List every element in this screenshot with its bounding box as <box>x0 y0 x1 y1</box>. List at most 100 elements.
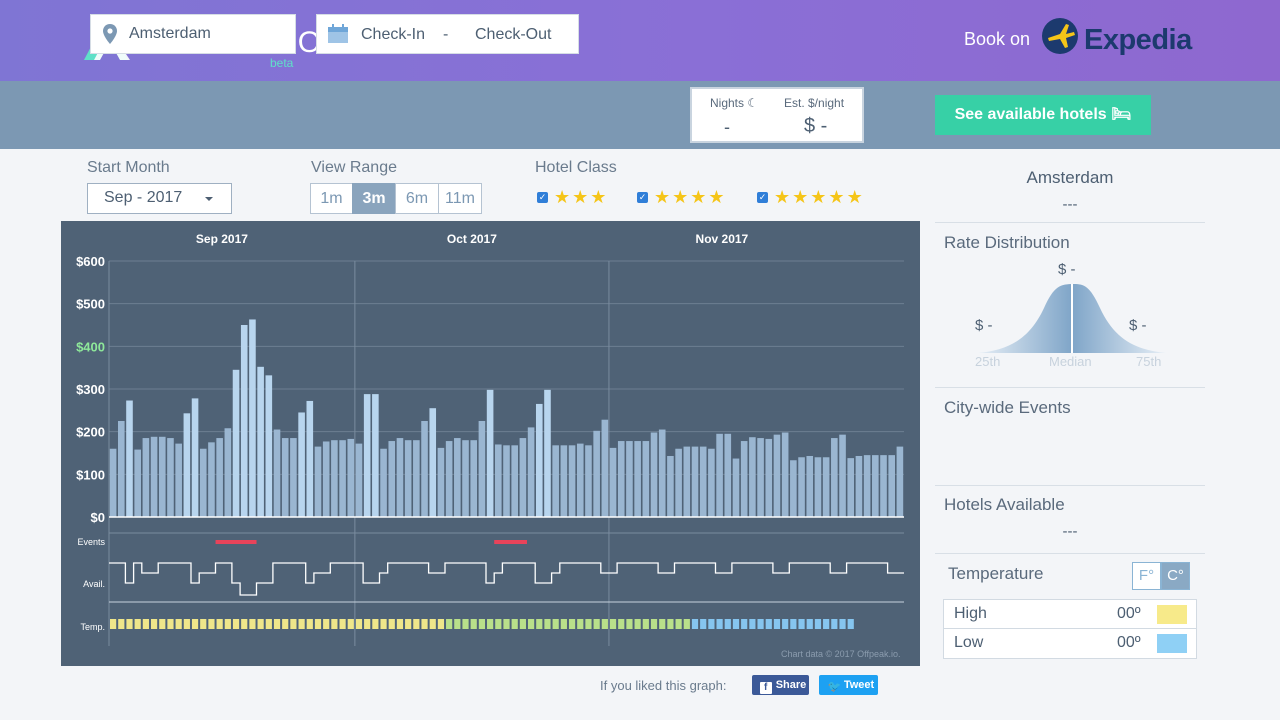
hotel-class-5-star[interactable]: ✓ ★ ★ ★ ★ ★ <box>757 187 865 207</box>
price-bar <box>314 446 322 517</box>
price-bar <box>798 457 805 517</box>
range-11m-button[interactable]: 11m <box>438 183 482 214</box>
temperature-cell <box>142 619 149 629</box>
price-bar <box>199 448 207 517</box>
temperature-cell <box>609 619 617 629</box>
star-icon: ★ <box>708 187 725 207</box>
temperature-cell <box>216 619 223 629</box>
hotel-class-3-star[interactable]: ✓ ★ ★ ★ <box>537 187 608 207</box>
y-tick-label: $0 <box>91 510 105 525</box>
star-icon: ★ <box>810 187 827 207</box>
y-tick-label: $400 <box>76 339 105 354</box>
range-1m-button[interactable]: 1m <box>310 183 353 214</box>
price-bar <box>421 421 428 517</box>
temperature-cell <box>741 619 748 629</box>
hotel-class-4-star[interactable]: ✓ ★ ★ ★ ★ <box>637 187 727 207</box>
start-month-value: Sep - 2017 <box>104 189 183 206</box>
checkbox-checked-icon[interactable]: ✓ <box>637 191 648 203</box>
price-bar <box>158 436 166 517</box>
price-bar <box>601 419 609 517</box>
price-bar <box>134 449 141 517</box>
date-range-field[interactable]: Check-In - Check-Out <box>316 14 579 54</box>
price-bar <box>191 398 199 517</box>
celsius-button[interactable]: C° <box>1161 562 1190 590</box>
temperature-cell <box>765 619 772 629</box>
price-chart-svg[interactable]: Sep 2017 Oct 2017 Nov 2017 $0 $100 $200 $300 $… <box>61 221 920 666</box>
price-bar <box>650 432 658 517</box>
check-in-field[interactable]: Check-In <box>361 26 426 43</box>
temperature-cell <box>782 619 789 629</box>
price-bar <box>298 412 305 517</box>
price-bar <box>847 458 855 517</box>
temperature-cell <box>806 619 813 629</box>
p75-price-value: $ - <box>1129 317 1147 334</box>
temperature-cell <box>454 619 461 629</box>
temperature-cell <box>265 619 272 629</box>
temperature-cell <box>421 619 428 629</box>
temperature-cell <box>667 619 674 629</box>
facebook-share-button[interactable]: f Share <box>752 675 809 695</box>
price-bar <box>511 445 518 517</box>
price-bar <box>290 438 297 517</box>
temperature-cell <box>544 619 551 629</box>
temperature-cell <box>527 619 535 629</box>
temperature-cell <box>519 619 526 629</box>
calendar-icon <box>328 24 348 43</box>
price-bar <box>872 455 879 517</box>
temperature-cell <box>749 619 756 629</box>
temperature-cell <box>249 619 256 629</box>
fahrenheit-button[interactable]: F° <box>1132 562 1161 590</box>
range-3m-button[interactable]: 3m <box>352 183 396 214</box>
temperature-cell <box>839 619 846 629</box>
low-color-swatch <box>1157 634 1187 653</box>
divider <box>935 387 1205 388</box>
map-pin-icon <box>103 24 117 44</box>
expedia-logo[interactable]: Expedia <box>1040 14 1210 64</box>
temperature-cell <box>241 619 248 629</box>
temperature-cell <box>462 619 469 629</box>
price-bar <box>142 438 150 517</box>
temperature-cell <box>642 619 649 629</box>
star-icon: ★ <box>572 187 589 207</box>
temperature-cell <box>691 619 699 629</box>
range-6m-button[interactable]: 6m <box>395 183 439 214</box>
high-value: 00º <box>1117 605 1141 622</box>
location-field[interactable] <box>90 14 296 54</box>
temperature-cell <box>290 619 297 629</box>
temperature-cell <box>306 619 313 629</box>
checkbox-checked-icon[interactable]: ✓ <box>537 191 548 203</box>
start-month-select[interactable]: Sep - 2017 <box>87 183 232 214</box>
price-bar <box>658 429 666 517</box>
price-bar <box>281 438 289 517</box>
expedia-wordmark: Expedia <box>1084 24 1192 56</box>
chart-credit: Chart data © 2017 Offpeak.io. <box>781 649 901 659</box>
price-bar <box>691 446 699 517</box>
price-bar <box>363 394 371 517</box>
panel-city-name: Amsterdam <box>1026 168 1114 187</box>
price-chart[interactable]: Sep 2017 Oct 2017 Nov 2017 $0 $100 $200 $300 $… <box>61 221 920 666</box>
price-bar <box>732 458 740 517</box>
low-label: Low <box>954 634 984 651</box>
star-icon: ★ <box>690 187 707 207</box>
star-icon: ★ <box>654 187 671 207</box>
price-bar <box>642 441 650 517</box>
checkbox-checked-icon[interactable]: ✓ <box>757 191 768 203</box>
see-available-hotels-button[interactable]: See available hotels 🛏 <box>935 95 1151 135</box>
price-bar <box>445 441 453 517</box>
temperature-cell <box>323 619 330 629</box>
temperature-cell <box>118 619 125 629</box>
star-icon: ★ <box>554 187 571 207</box>
twitter-tweet-button[interactable]: 🐦 Tweet <box>819 675 878 695</box>
temperature-cell <box>355 619 363 629</box>
price-bar <box>429 408 437 517</box>
p75-label: 75th <box>1136 354 1162 369</box>
nights-estimate-box: Nights ☾ - Est. $/night $ - <box>690 87 864 143</box>
check-out-field[interactable]: Check-Out <box>475 26 552 43</box>
twitter-icon: 🐦 <box>827 681 842 693</box>
share-prompt: If you liked this graph: <box>600 678 727 693</box>
temperature-cell <box>257 619 264 629</box>
price-bar <box>560 445 568 517</box>
temperature-cell <box>831 619 838 629</box>
location-input[interactable] <box>129 23 289 45</box>
price-bar <box>117 421 125 517</box>
